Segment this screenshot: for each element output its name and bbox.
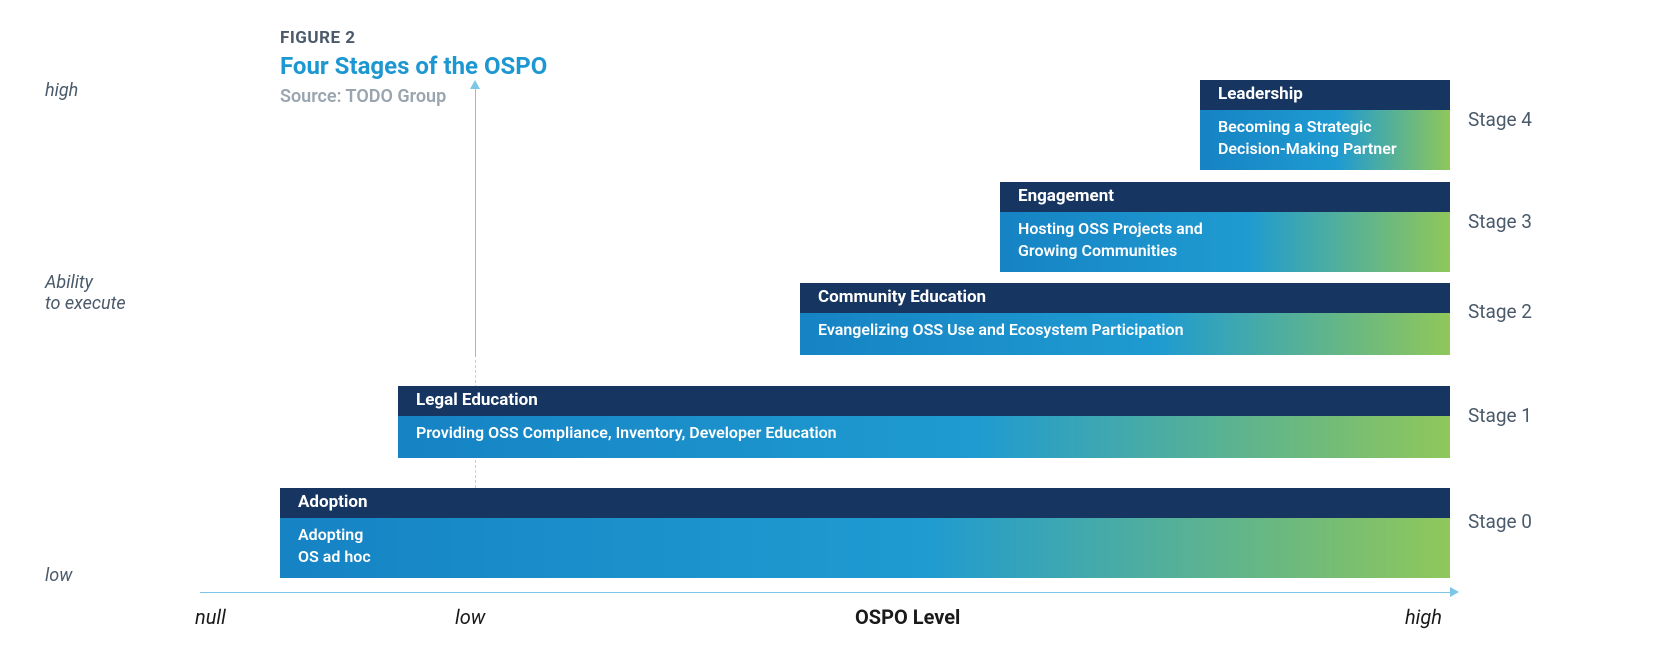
x-axis-center-label: OSPO Level <box>855 605 960 629</box>
stage-0-header: Adoption <box>280 488 1450 518</box>
y-axis-low-label: low <box>45 565 72 586</box>
figure-source: Source: TODO Group <box>280 86 446 107</box>
stage-2-body: Evangelizing OSS Use and Ecosystem Parti… <box>800 313 1450 355</box>
y-axis-line <box>475 86 476 357</box>
x-axis-line <box>200 592 1450 593</box>
stage-1-body: Providing OSS Compliance, Inventory, Dev… <box>398 416 1450 458</box>
stage-2-bar: Community EducationEvangelizing OSS Use … <box>800 283 1450 355</box>
stage-3-bar: EngagementHosting OSS Projects andGrowin… <box>1000 182 1450 272</box>
x-axis-low-label: low <box>455 605 485 629</box>
stage-4-bar: LeadershipBecoming a StrategicDecision-M… <box>1200 80 1450 170</box>
stage-3-right-label: Stage 3 <box>1468 210 1532 233</box>
x-axis-high-label: high <box>1405 605 1442 629</box>
figure-label: FIGURE 2 <box>280 28 356 48</box>
stage-2-right-label: Stage 2 <box>1468 300 1532 323</box>
stage-0-right-label: Stage 0 <box>1468 510 1532 533</box>
stage-0-body: AdoptingOS ad hoc <box>280 518 1450 578</box>
stage-4-body: Becoming a StrategicDecision-Making Part… <box>1200 110 1450 170</box>
stage-2-header: Community Education <box>800 283 1450 313</box>
x-axis-arrow-icon <box>1450 587 1459 597</box>
y-axis-high-label: high <box>45 80 78 101</box>
figure-title: Four Stages of the OSPO <box>280 52 547 80</box>
stage-3-header: Engagement <box>1000 182 1450 212</box>
stage-4-header: Leadership <box>1200 80 1450 110</box>
stage-3-body: Hosting OSS Projects andGrowing Communit… <box>1000 212 1450 272</box>
stage-1-right-label: Stage 1 <box>1468 404 1532 427</box>
stage-1-bar: Legal EducationProviding OSS Compliance,… <box>398 386 1450 458</box>
stage-4-right-label: Stage 4 <box>1468 108 1532 131</box>
stage-0-bar: AdoptionAdoptingOS ad hoc <box>280 488 1450 578</box>
x-axis-null-label: null <box>195 605 226 629</box>
stage-1-header: Legal Education <box>398 386 1450 416</box>
y-axis-mid-label: Abilityto execute <box>45 272 126 314</box>
